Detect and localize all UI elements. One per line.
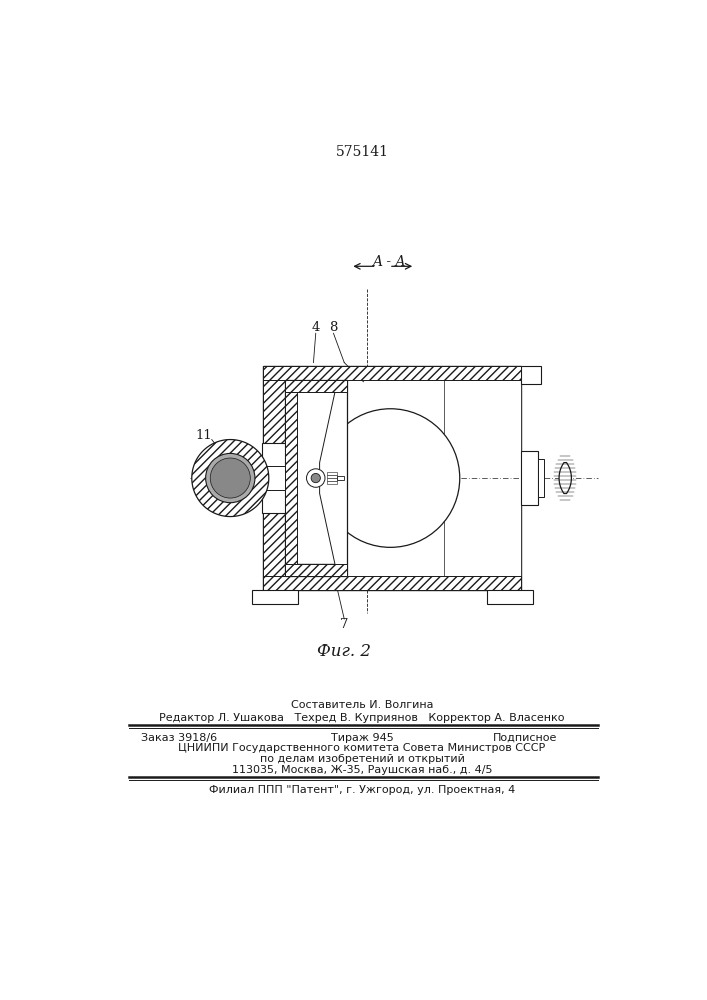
Polygon shape	[296, 392, 335, 564]
Text: ЦНИИПИ Государственного комитета Совета Министров СССР: ЦНИИПИ Государственного комитета Совета …	[178, 743, 546, 753]
Bar	[327, 472, 337, 475]
Text: 8: 8	[329, 321, 338, 334]
Circle shape	[206, 453, 255, 503]
Text: Фиг. 2: Фиг. 2	[317, 643, 371, 660]
Bar	[252, 590, 298, 604]
Bar	[538, 459, 544, 497]
Text: 575141: 575141	[335, 145, 388, 159]
Polygon shape	[192, 440, 269, 517]
Bar	[259, 466, 285, 490]
Bar	[285, 392, 296, 564]
Circle shape	[321, 409, 460, 547]
Bar	[264, 576, 521, 590]
Text: 4: 4	[312, 321, 320, 334]
Circle shape	[307, 469, 325, 487]
Text: 10: 10	[196, 464, 213, 477]
Text: Составитель И. Волгина: Составитель И. Волгина	[291, 700, 433, 710]
Text: Заказ 3918/6: Заказ 3918/6	[141, 733, 217, 743]
Bar	[285, 380, 346, 392]
Circle shape	[311, 473, 320, 483]
Bar	[327, 478, 337, 481]
Bar	[486, 590, 533, 604]
Bar	[521, 366, 541, 384]
Bar	[327, 481, 337, 484]
Text: Редактор Л. Ушакова   Техред В. Куприянов   Корректор А. Власенко: Редактор Л. Ушакова Техред В. Куприянов …	[159, 713, 565, 723]
Bar	[285, 564, 346, 576]
Bar	[264, 366, 521, 380]
Text: A - A: A - A	[372, 255, 406, 269]
Text: по делам изобретений и открытий: по делам изобретений и открытий	[259, 754, 464, 764]
Bar	[327, 475, 337, 478]
Bar	[264, 380, 285, 576]
Text: Тираж 945: Тираж 945	[331, 733, 393, 743]
Bar	[264, 366, 521, 590]
Bar	[251, 469, 262, 487]
Text: +: +	[263, 590, 274, 604]
Polygon shape	[559, 463, 571, 494]
Text: 9: 9	[200, 491, 209, 504]
Text: 113035, Москва, Ж-35, Раушская наб., д. 4/5: 113035, Москва, Ж-35, Раушская наб., д. …	[232, 765, 492, 775]
Bar	[285, 380, 346, 576]
Bar	[444, 380, 521, 576]
Text: Подписное: Подписное	[493, 733, 557, 743]
Text: 11: 11	[196, 429, 213, 442]
Text: 7: 7	[340, 618, 349, 631]
Bar	[337, 476, 344, 480]
Bar	[521, 451, 538, 505]
Text: +: +	[510, 590, 522, 604]
Text: Филиал ППП "Патент", г. Ужгород, ул. Проектная, 4: Филиал ППП "Патент", г. Ужгород, ул. Про…	[209, 785, 515, 795]
Circle shape	[210, 458, 250, 498]
Bar	[262, 443, 285, 513]
